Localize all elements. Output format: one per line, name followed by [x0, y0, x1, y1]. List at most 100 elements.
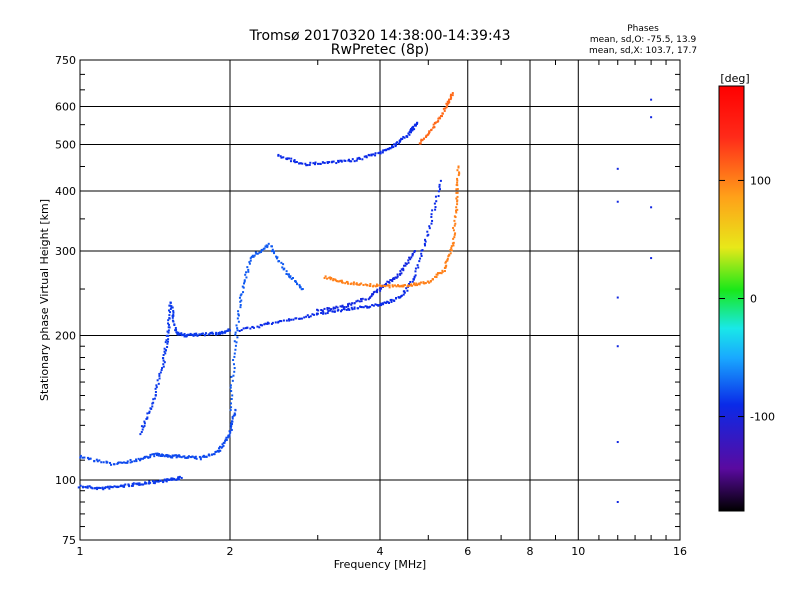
data-point — [298, 284, 301, 287]
data-point — [126, 460, 129, 463]
data-point — [451, 94, 454, 97]
data-point — [397, 284, 400, 287]
data-point — [110, 463, 113, 466]
data-point — [129, 458, 132, 461]
data-point — [117, 485, 120, 488]
data-point — [239, 306, 242, 309]
data-point — [456, 203, 459, 206]
data-point — [79, 454, 82, 457]
data-point — [379, 150, 382, 153]
data-point — [305, 164, 308, 167]
data-point — [129, 461, 132, 464]
data-point — [453, 215, 456, 218]
data-point — [288, 275, 291, 278]
data-point — [117, 461, 120, 464]
data-point — [201, 332, 204, 335]
data-point — [230, 422, 233, 425]
data-point — [413, 282, 416, 285]
data-point — [351, 302, 354, 305]
data-point — [178, 478, 181, 481]
data-point — [171, 316, 174, 319]
y-tick-label: 500 — [55, 139, 76, 152]
data-point — [249, 259, 252, 262]
data-point — [155, 384, 158, 387]
data-point — [199, 456, 202, 459]
data-point — [218, 331, 221, 334]
data-point — [387, 284, 390, 287]
data-point — [390, 279, 393, 282]
data-point — [327, 310, 330, 313]
data-point — [434, 208, 437, 211]
data-point — [650, 116, 653, 119]
data-point — [405, 287, 408, 290]
data-point — [277, 153, 280, 156]
data-point — [392, 299, 395, 302]
data-point — [93, 460, 96, 463]
data-point — [437, 117, 440, 120]
data-point — [242, 291, 245, 294]
data-point — [260, 251, 263, 254]
data-point — [207, 453, 210, 456]
data-point — [139, 433, 142, 436]
data-point — [388, 284, 391, 287]
data-point — [445, 264, 448, 267]
data-point — [159, 371, 162, 374]
data-point — [236, 327, 239, 330]
data-point — [383, 283, 386, 286]
data-point — [141, 428, 144, 431]
data-point — [420, 252, 423, 255]
data-point — [375, 283, 378, 286]
data-point — [294, 280, 297, 283]
data-point — [355, 159, 358, 162]
data-point — [238, 296, 241, 299]
data-point — [142, 426, 145, 429]
data-point — [337, 280, 340, 283]
data-point — [453, 236, 456, 239]
data-point — [395, 297, 398, 300]
data-point — [135, 482, 138, 485]
data-point — [239, 304, 242, 307]
data-point — [108, 487, 111, 490]
data-point — [421, 249, 424, 252]
phase-stats-o: mean, sd,O: -75.5, 13.9 — [590, 35, 697, 45]
data-point — [329, 278, 332, 281]
data-point — [434, 121, 437, 124]
data-point — [358, 157, 361, 160]
data-point — [344, 282, 347, 285]
data-point — [261, 324, 264, 327]
data-point — [340, 279, 343, 282]
data-point — [349, 160, 352, 163]
data-point — [356, 283, 359, 286]
data-point — [348, 302, 351, 305]
data-point — [434, 275, 437, 278]
data-point — [166, 340, 169, 343]
data-point — [215, 450, 218, 453]
data-point — [111, 486, 114, 489]
data-point — [455, 197, 458, 200]
data-point — [172, 454, 175, 457]
data-point — [154, 393, 157, 396]
data-point — [394, 143, 397, 146]
data-point — [137, 482, 140, 485]
data-point — [158, 372, 161, 375]
data-point — [243, 279, 246, 282]
data-point — [616, 296, 619, 299]
data-point — [322, 311, 325, 314]
data-point — [165, 339, 168, 342]
data-point — [393, 284, 396, 287]
data-point — [273, 250, 276, 253]
data-point — [230, 375, 233, 378]
data-point — [280, 261, 283, 264]
data-point — [436, 272, 439, 275]
data-point — [399, 273, 402, 276]
data-point — [308, 316, 311, 319]
data-point — [447, 102, 450, 105]
data-point — [230, 425, 233, 428]
y-axis-ticks: 75 100 200 300 400 500 600 750 — [55, 54, 680, 547]
data-point — [121, 461, 124, 464]
data-point — [323, 307, 326, 310]
data-point — [400, 137, 403, 140]
data-point — [300, 317, 303, 320]
data-point — [97, 486, 100, 489]
data-point — [263, 247, 266, 250]
